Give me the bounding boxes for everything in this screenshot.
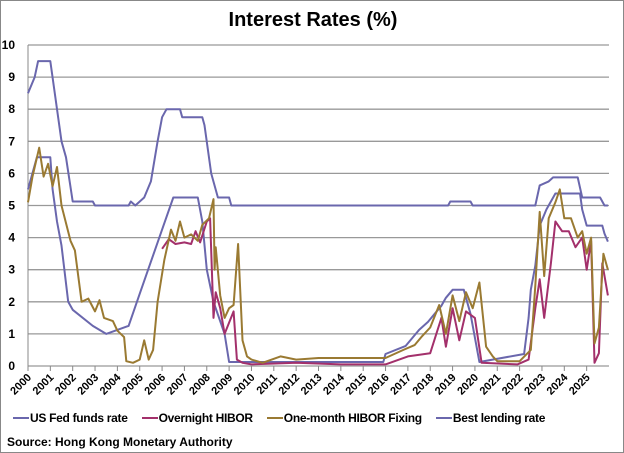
y-tick-label: 6 — [8, 166, 15, 180]
x-tick-label: 2017 — [388, 372, 414, 398]
y-tick-label: 2 — [8, 295, 15, 309]
y-tick-label: 4 — [8, 231, 15, 245]
y-tick-label: 1 — [8, 327, 15, 341]
legend-swatch — [435, 417, 452, 419]
chart-title: Interest Rates (%) — [228, 9, 398, 31]
y-tick-label: 3 — [8, 263, 15, 277]
x-tick-label: 2016 — [366, 372, 392, 398]
legend-item: Best lending rate — [435, 411, 546, 425]
legend-swatch — [266, 417, 283, 419]
x-tick-label: 2008 — [187, 372, 213, 398]
x-tick-label: 2018 — [411, 372, 437, 398]
x-tick-label: 2019 — [433, 372, 459, 398]
x-tick-label: 2025 — [567, 372, 593, 398]
x-tick-label: 2024 — [545, 371, 571, 397]
y-tick-label: 10 — [2, 38, 16, 52]
y-tick-label: 8 — [8, 102, 15, 116]
legend-label: Best lending rate — [452, 411, 546, 425]
legend-item: One-month HIBOR Fixing — [266, 411, 422, 425]
y-tick-label: 0 — [8, 359, 15, 373]
series-line-us-fed-funds-rate — [27, 156, 609, 363]
source-note: Source: Hong Kong Monetary Authority — [7, 435, 233, 449]
x-tick-label: 2022 — [500, 372, 526, 398]
legend-item: US Fed funds rate — [13, 411, 128, 425]
y-tick-label: 9 — [8, 70, 15, 84]
x-tick-label: 2004 — [98, 371, 124, 397]
legend: US Fed funds rate Overnight HIBOR One-mont… — [13, 411, 617, 425]
x-tick-label: 2006 — [142, 372, 168, 398]
legend-swatch — [13, 417, 29, 419]
legend-swatch — [141, 417, 158, 419]
x-tick-label: 2023 — [522, 372, 548, 398]
x-tick-label: 2013 — [299, 372, 325, 398]
legend-item: Overnight HIBOR — [141, 411, 253, 425]
x-tick-label: 2002 — [53, 372, 79, 398]
x-tick-label: 2000 — [8, 372, 34, 398]
series-line-one-month-hibor-fixing — [27, 146, 609, 364]
x-tick-label: 2010 — [232, 372, 258, 398]
y-tick-label: 7 — [8, 134, 15, 148]
legend-label: Overnight HIBOR — [158, 411, 253, 425]
series-line-best-lending-rate — [27, 60, 608, 207]
x-tick-label: 2007 — [165, 372, 191, 398]
x-tick-label: 2015 — [344, 372, 370, 398]
x-tick-label: 2020 — [455, 372, 481, 398]
x-tick-label: 2014 — [321, 371, 347, 397]
x-tick-label: 2009 — [209, 372, 235, 398]
x-tick-label: 2001 — [31, 372, 57, 398]
x-tick-label: 2011 — [255, 372, 280, 397]
y-tick-label: 5 — [8, 199, 15, 213]
x-tick-label: 2012 — [276, 372, 302, 398]
x-tick-label: 2021 — [478, 372, 504, 398]
x-tick-label: 2005 — [120, 372, 146, 398]
legend-label: US Fed funds rate — [30, 411, 128, 425]
x-tick-label: 2003 — [75, 372, 101, 398]
legend-label: One-month HIBOR Fixing — [283, 411, 422, 425]
